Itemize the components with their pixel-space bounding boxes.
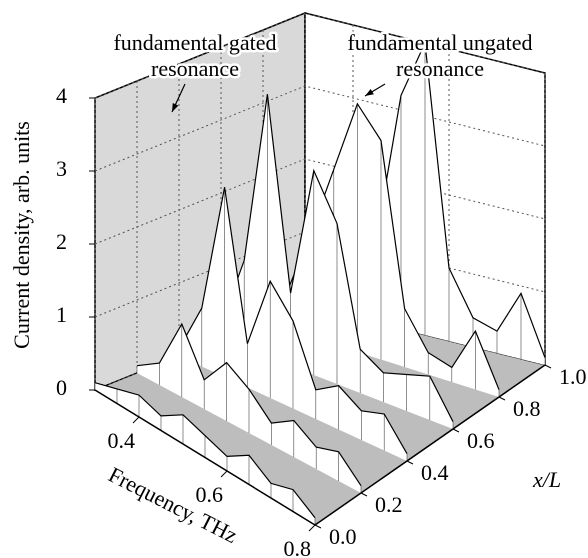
tick-mark [132, 416, 140, 424]
arrow-head [365, 89, 374, 96]
axis-line [314, 364, 546, 526]
tick-mark [452, 428, 460, 433]
surface-slice [178, 187, 408, 454]
tick-mark [406, 460, 414, 465]
z-tick-label: 1 [56, 302, 67, 327]
grid-line [94, 85, 546, 172]
y-tick-label: 1.0 [559, 364, 587, 389]
z-tick-label: 4 [56, 83, 67, 108]
y-tick-label: 0.8 [513, 396, 541, 421]
tick-mark [498, 396, 506, 401]
annotation: resonance [396, 56, 484, 81]
annotation: resonance [151, 56, 239, 81]
tick-mark [314, 524, 322, 529]
arrow-head [172, 103, 179, 112]
tick-mark [220, 470, 228, 478]
y-tick-label: 0.0 [329, 524, 357, 549]
surface-slice [136, 322, 362, 487]
y-tick-label: 0.4 [421, 460, 449, 485]
surface-slice [94, 382, 316, 519]
y-axis-label: x/L [532, 467, 561, 492]
z-axis-label: Current density, arb. units [9, 121, 34, 349]
annotation: fundamental ungated [347, 30, 532, 55]
x-tick-label: 0.4 [108, 428, 136, 453]
y-tick-label: 0.2 [375, 492, 403, 517]
x-tick-label: 0.8 [284, 536, 312, 558]
z-tick-label: 3 [56, 156, 67, 181]
z-tick-label: 0 [56, 375, 67, 400]
tick-mark [544, 364, 552, 369]
tick-mark [308, 524, 316, 532]
tick-mark [360, 492, 368, 497]
x-tick-label: 0.6 [196, 482, 224, 507]
annotation: fundamental gated [113, 30, 276, 55]
y-tick-label: 0.6 [467, 428, 495, 453]
z-tick-label: 2 [56, 229, 67, 254]
surface-slice [220, 94, 454, 422]
axis-line [94, 389, 316, 526]
